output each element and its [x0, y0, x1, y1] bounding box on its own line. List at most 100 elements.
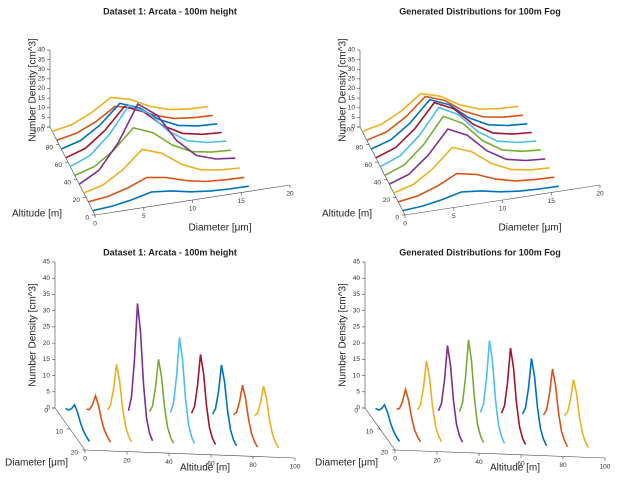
z-tick-label: 20: [353, 340, 361, 347]
z-tick-label: 10: [43, 372, 51, 379]
y-axis: [359, 126, 406, 216]
y-axis: [84, 449, 296, 459]
y-tick-label: 100: [343, 127, 354, 134]
x-tick-label: 0: [93, 221, 97, 228]
z-tick-label: 40: [43, 275, 51, 282]
z-tick-label: 40: [353, 275, 361, 282]
x-tick-label: 15: [238, 198, 246, 205]
x-axis-label: Diameter [μm]: [315, 458, 378, 469]
z-tick-label: 25: [43, 324, 51, 331]
x-axis-label: Diameter [μm]: [499, 223, 562, 234]
z-tick-label: 0: [351, 124, 355, 131]
distribution-line: [542, 368, 569, 448]
distribution-line: [479, 340, 506, 444]
distribution-line: [398, 172, 555, 203]
y-axis-label: Altitude [m]: [322, 209, 372, 220]
distribution-line: [65, 403, 91, 442]
distribution-line: [362, 92, 519, 133]
y-axis-label: Altitude [m]: [180, 463, 230, 474]
distribution-line: [254, 385, 280, 449]
z-tick-label: 35: [38, 56, 46, 63]
y-tick-label: 60: [207, 461, 215, 468]
y-axis-label: Altitude [m]: [490, 463, 540, 474]
y-tick-label: 80: [249, 462, 257, 469]
z-axis-label: Number Density [cm^3]: [338, 283, 349, 387]
y-tick-label: 20: [73, 197, 81, 204]
z-tick-label: 15: [348, 95, 356, 102]
distribution-line: [211, 364, 238, 447]
z-tick-label: 5: [351, 114, 355, 121]
x-tick-label: 0: [403, 221, 407, 228]
distribution-line: [52, 96, 209, 133]
z-tick-label: 35: [348, 56, 356, 63]
z-tick-label: 45: [43, 259, 51, 266]
z-tick-label: 10: [348, 104, 356, 111]
z-tick-label: 10: [38, 104, 46, 111]
z-axis-label: Number Density [cm^3]: [28, 38, 39, 142]
distribution-line: [402, 185, 559, 212]
distribution-line: [384, 115, 541, 177]
distribution-line: [375, 403, 401, 442]
distribution-line: [393, 146, 550, 194]
x-tick-label: 10: [189, 206, 197, 213]
z-axis-label: Number Density [cm^3]: [28, 283, 39, 387]
z-tick-label: 15: [43, 356, 51, 363]
chart-title: Generated Distributions for 100m Fog: [399, 6, 561, 16]
z-tick-label: 25: [353, 324, 361, 331]
distribution-line: [388, 128, 546, 185]
x-tick-label: 0: [44, 408, 48, 415]
z-tick-label: 15: [38, 95, 46, 102]
z-tick-label: 25: [38, 76, 46, 83]
distribution-line: [396, 386, 422, 443]
distribution-line: [74, 127, 231, 177]
distribution-line: [127, 303, 154, 442]
distribution-line: [106, 364, 133, 443]
y-axis: [394, 449, 606, 459]
distribution-line: [83, 148, 240, 194]
z-tick-label: 35: [353, 291, 361, 298]
z-tick-label: 40: [348, 47, 356, 54]
x-tick-label: 10: [366, 429, 374, 436]
x-tick-label: 10: [499, 206, 507, 213]
distribution-line: [366, 95, 523, 141]
chart-title: Dataset 1: Arcata - 100m height: [103, 6, 237, 16]
y-tick-label: 40: [165, 459, 173, 466]
distribution-line: [86, 393, 112, 443]
y-tick-label: 0: [395, 215, 399, 222]
chart-title: Generated Distributions for 100m Fog: [399, 247, 561, 257]
z-tick-label: 30: [38, 66, 46, 73]
x-tick-label: 20: [71, 450, 79, 457]
y-tick-label: 100: [600, 464, 611, 471]
y-tick-label: 60: [365, 162, 373, 169]
z-tick-label: 35: [43, 291, 51, 298]
distribution-line: [69, 104, 227, 168]
y-axis: [49, 126, 96, 216]
z-tick-label: 25: [348, 76, 356, 83]
distribution-line: [169, 337, 196, 444]
y-axis-label: Altitude [m]: [12, 209, 62, 220]
y-tick-label: 40: [475, 459, 483, 466]
distribution-line: [458, 339, 485, 443]
x-tick-label: 5: [452, 213, 456, 220]
x-tick-label: 20: [381, 450, 389, 457]
y-tick-label: 20: [383, 197, 391, 204]
z-tick-label: 5: [356, 388, 360, 395]
z-tick-label: 30: [348, 66, 356, 73]
distribution-line: [78, 102, 236, 185]
z-tick-label: 30: [353, 307, 361, 314]
x-tick-label: 10: [56, 429, 64, 436]
distribution-line: [416, 360, 443, 443]
z-tick-label: 5: [46, 388, 50, 395]
distribution-line: [92, 185, 249, 212]
x-tick-label: 20: [596, 191, 604, 198]
y-tick-label: 0: [85, 215, 89, 222]
z-axis-label: Number Density [cm^3]: [338, 38, 349, 142]
z-tick-label: 45: [353, 259, 361, 266]
y-tick-label: 0: [83, 456, 87, 463]
distribution-line: [190, 354, 217, 445]
x-axis-label: Diameter [μm]: [5, 458, 68, 469]
y-tick-label: 60: [55, 162, 63, 169]
distribution-line: [233, 385, 259, 448]
y-tick-label: 20: [433, 457, 441, 464]
distribution-line: [370, 98, 528, 150]
